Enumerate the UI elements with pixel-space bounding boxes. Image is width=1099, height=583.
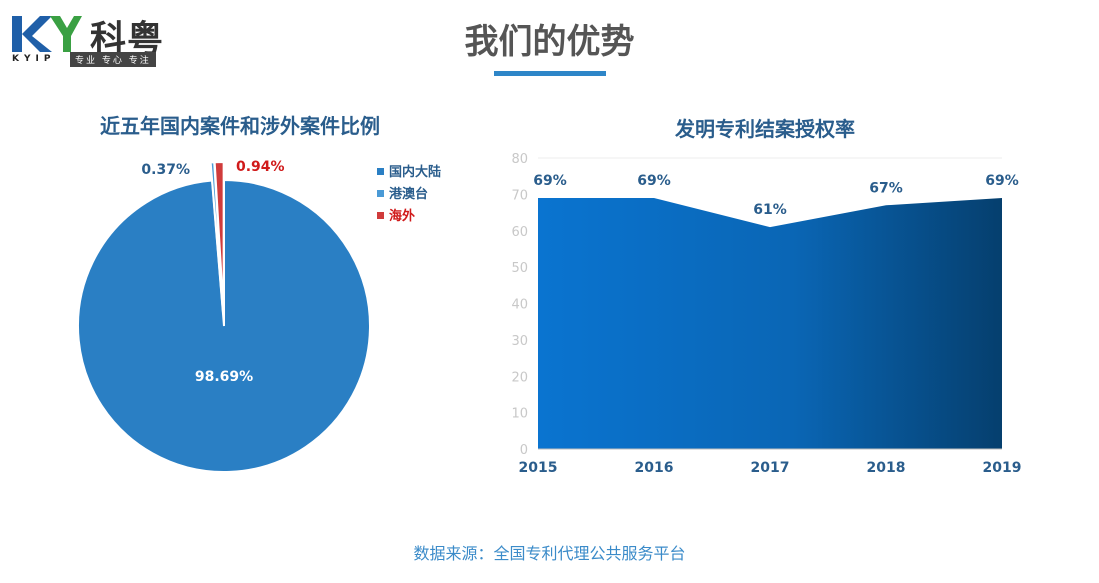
area-series [538, 198, 1002, 449]
pie-label-overseas: 0.94% [236, 159, 285, 175]
title-underline [494, 71, 606, 76]
area-data-label: 69% [985, 173, 1019, 189]
pie-label-hkmt: 0.37% [141, 162, 190, 178]
company-logo: 科粤 KYIP 专业 专心 专注 [10, 8, 170, 68]
legend-swatch-3 [377, 212, 384, 219]
y-tick-label: 50 [511, 261, 528, 276]
pie-label-mainland: 98.69% [195, 369, 253, 385]
area-data-label: 67% [869, 180, 903, 196]
area-data-label: 69% [533, 173, 567, 189]
y-tick-label: 20 [511, 370, 528, 385]
x-tick-label: 2018 [867, 460, 906, 476]
y-tick-label: 0 [520, 443, 528, 458]
y-tick-label: 70 [511, 188, 528, 203]
logo-brand-en: KYIP [12, 54, 56, 64]
area-data-label: 61% [753, 202, 787, 218]
pie-slice-1 [77, 178, 371, 473]
legend-label-2: 港澳台 [389, 186, 428, 202]
x-tick-label: 2015 [519, 460, 558, 476]
logo-slogan: 专业 专心 专注 [70, 52, 156, 67]
x-tick-label: 2017 [751, 460, 790, 476]
legend-swatch-2 [377, 190, 384, 197]
y-tick-label: 80 [511, 152, 528, 167]
area-data-label: 69% [637, 173, 671, 189]
y-tick-label: 60 [511, 225, 528, 240]
x-tick-label: 2016 [635, 460, 674, 476]
y-tick-label: 40 [511, 298, 528, 313]
pie-chart-title: 近五年国内案件和涉外案件比例 [100, 114, 380, 138]
legend-swatch-1 [377, 168, 384, 175]
y-tick-label: 30 [511, 334, 528, 349]
page-title: 我们的优势 [464, 22, 635, 62]
x-tick-label: 2019 [983, 460, 1022, 476]
y-tick-label: 10 [511, 407, 528, 422]
area-chart: 0 10 20 30 40 50 60 70 80 2015 69% 2016 69% 2017 61% 20… [511, 152, 1021, 476]
data-source-note: 数据来源：全国专利代理公共服务平台 [413, 544, 686, 563]
logo-mark-icon [12, 16, 82, 52]
area-chart-title: 发明专利结案授权率 [675, 117, 855, 141]
legend-label-3: 海外 [389, 208, 415, 224]
legend-label-1: 国内大陆 [389, 164, 441, 180]
pie-slice-3 [213, 161, 225, 315]
